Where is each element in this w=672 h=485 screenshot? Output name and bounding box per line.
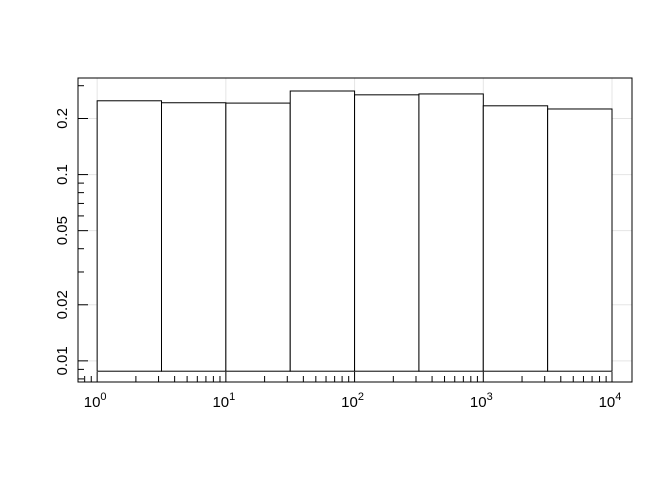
x-tick-label: 100 [84, 391, 107, 411]
ticks [78, 85, 613, 382]
bars [96, 90, 613, 372]
histogram-bar [418, 93, 484, 372]
x-tick-label: 101 [212, 391, 235, 411]
x-tick-label: 102 [341, 391, 364, 411]
histogram-bar [547, 108, 613, 372]
y-tick-label: 0.1 [54, 164, 71, 185]
x-tick-labels: 100 101 102 103 104 [84, 391, 622, 411]
histogram-bar [96, 100, 162, 372]
x-tick-label: 103 [470, 391, 493, 411]
y-tick-labels: 0.01 0.02 0.05 0.1 0.2 [54, 108, 71, 375]
y-tick-label: 0.02 [54, 290, 71, 319]
histogram-bar [160, 102, 227, 372]
y-tick-label: 0.01 [54, 346, 71, 375]
plot-frame [77, 77, 633, 383]
histogram-bar [354, 94, 420, 372]
histogram-bar [225, 102, 291, 372]
histogram-bar [482, 105, 549, 372]
y-tick-label: 0.05 [54, 216, 71, 245]
histogram-bar [289, 90, 356, 372]
y-tick-label: 0.2 [54, 108, 71, 129]
x-tick-label: 104 [599, 391, 622, 411]
